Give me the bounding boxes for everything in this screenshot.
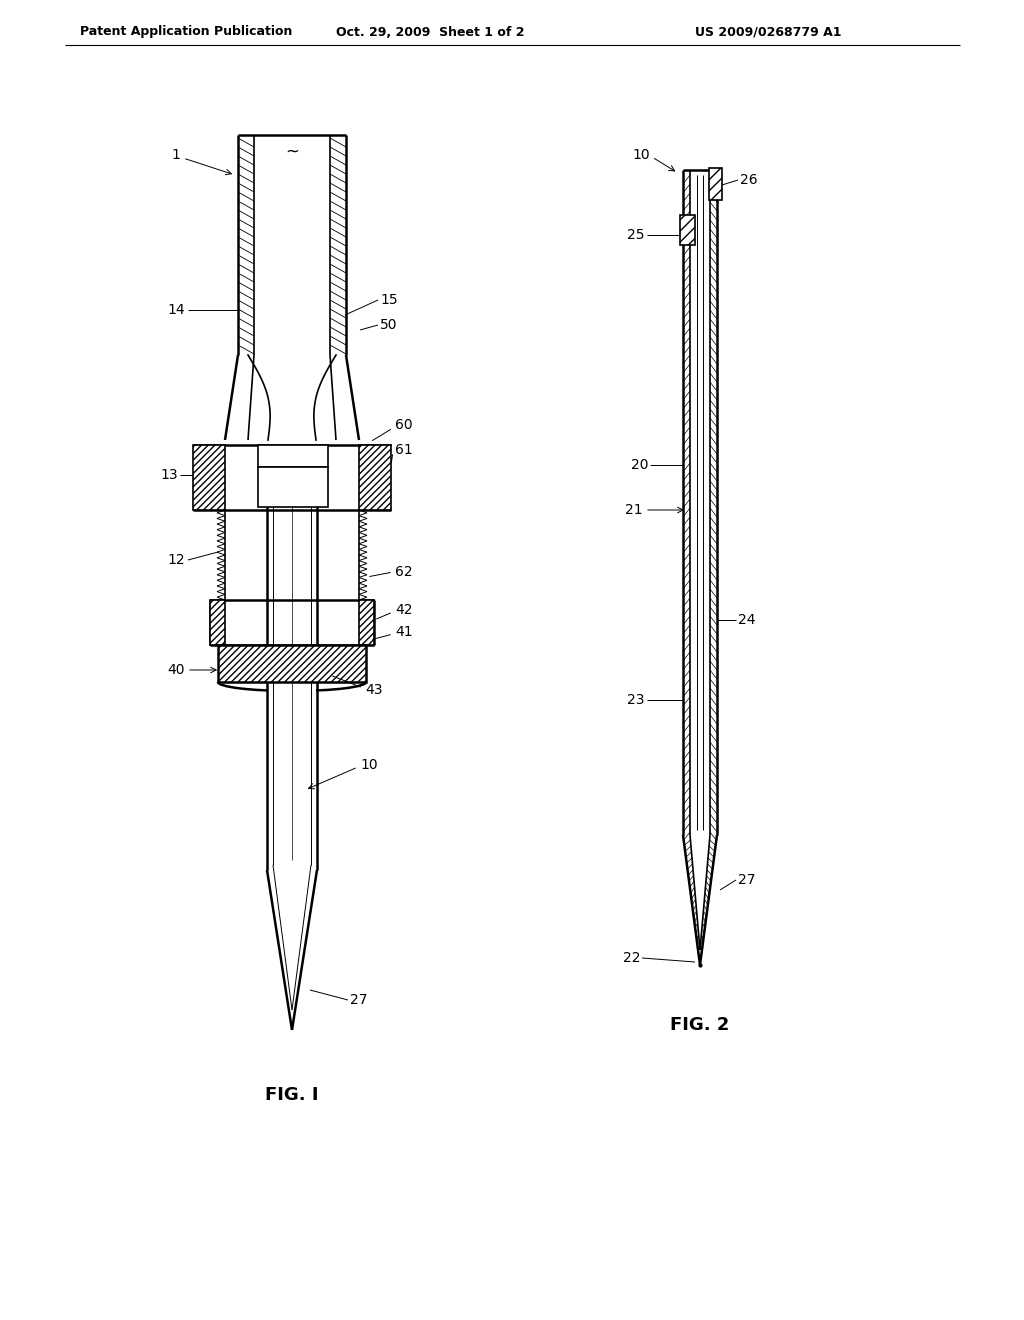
Text: 50: 50 bbox=[380, 318, 397, 333]
Text: FIG. 2: FIG. 2 bbox=[671, 1016, 730, 1034]
Text: 14: 14 bbox=[167, 304, 185, 317]
Text: 20: 20 bbox=[631, 458, 648, 473]
Text: 12: 12 bbox=[167, 553, 185, 568]
Bar bbox=[680, 215, 695, 246]
Bar bbox=[359, 601, 374, 645]
Bar bbox=[709, 168, 722, 201]
Bar bbox=[193, 445, 225, 510]
Text: Oct. 29, 2009  Sheet 1 of 2: Oct. 29, 2009 Sheet 1 of 2 bbox=[336, 25, 524, 38]
Text: 40: 40 bbox=[168, 663, 185, 677]
Text: 10: 10 bbox=[360, 758, 378, 772]
Text: 27: 27 bbox=[738, 873, 756, 887]
Text: FIG. I: FIG. I bbox=[265, 1086, 318, 1104]
Text: 23: 23 bbox=[628, 693, 645, 708]
Text: 27: 27 bbox=[350, 993, 368, 1007]
Text: ~: ~ bbox=[285, 143, 299, 161]
Text: 25: 25 bbox=[628, 228, 645, 242]
Bar bbox=[359, 445, 391, 510]
Text: 41: 41 bbox=[395, 624, 413, 639]
Bar bbox=[210, 601, 225, 645]
Bar bbox=[268, 457, 316, 870]
Text: Patent Application Publication: Patent Application Publication bbox=[80, 25, 293, 38]
Polygon shape bbox=[267, 870, 317, 1030]
Text: 62: 62 bbox=[395, 565, 413, 579]
Text: US 2009/0268779 A1: US 2009/0268779 A1 bbox=[695, 25, 842, 38]
Bar bbox=[258, 445, 328, 467]
Text: 60: 60 bbox=[395, 418, 413, 432]
Text: 43: 43 bbox=[365, 682, 383, 697]
Text: 61: 61 bbox=[395, 444, 413, 457]
Bar bbox=[218, 645, 366, 682]
Text: 10: 10 bbox=[633, 148, 650, 162]
Text: 42: 42 bbox=[395, 603, 413, 616]
Text: 1: 1 bbox=[171, 148, 180, 162]
Text: 24: 24 bbox=[738, 612, 756, 627]
Text: 15: 15 bbox=[380, 293, 397, 308]
Text: 26: 26 bbox=[740, 173, 758, 187]
Polygon shape bbox=[683, 836, 717, 965]
Bar bbox=[258, 467, 328, 507]
Text: 22: 22 bbox=[623, 950, 640, 965]
Text: 21: 21 bbox=[626, 503, 643, 517]
Text: 13: 13 bbox=[161, 469, 178, 482]
